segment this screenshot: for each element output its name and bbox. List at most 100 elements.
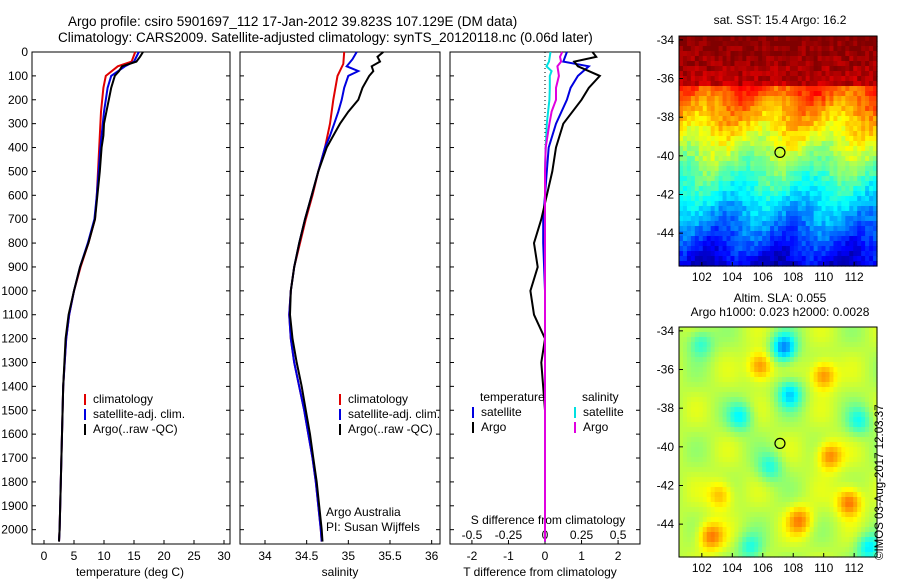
sst-cell (805, 146, 811, 152)
sla-cell (853, 357, 858, 363)
sst-cell (829, 36, 835, 42)
sla-cell (849, 382, 854, 388)
sst-cell (762, 161, 767, 167)
sst-cell (718, 141, 724, 147)
sla-cell (706, 512, 712, 518)
sst-cell (849, 146, 854, 152)
sst-cell (702, 206, 708, 212)
sla-cell (682, 362, 688, 368)
sla-cell (722, 537, 728, 543)
sst-cell (793, 66, 799, 72)
sla-cell (817, 472, 823, 478)
sst-cell (789, 151, 795, 157)
sla-cell (738, 502, 743, 508)
sla-cell (821, 482, 827, 488)
sst-cell (778, 136, 783, 142)
sst-cell (809, 76, 815, 82)
sla-cell (698, 542, 704, 548)
sst-cell (730, 41, 736, 47)
sst-cell (873, 66, 878, 72)
sla-cell (869, 472, 874, 478)
sst-cell (738, 196, 743, 202)
sla-cell (853, 397, 858, 403)
sst-cell (841, 111, 846, 117)
sla-cell (690, 542, 696, 548)
sst-cell (849, 111, 854, 117)
sla-cell (813, 432, 819, 438)
sla-cell (809, 547, 815, 553)
sla-cell (865, 327, 870, 333)
sla-cell (730, 507, 736, 513)
sst-cell (869, 101, 874, 107)
sla-cell (730, 482, 736, 488)
sla-cell (778, 352, 783, 358)
sla-cell (857, 457, 862, 463)
sla-cell (758, 497, 763, 503)
sla-cell (785, 382, 791, 388)
sla-cell (849, 542, 854, 548)
sla-cell (785, 482, 791, 488)
sst-cell (861, 256, 866, 262)
sst-cell (738, 246, 743, 252)
sla-cell (774, 377, 779, 383)
sla-cell (718, 527, 724, 533)
sst-cell (738, 166, 743, 172)
sla-cell (805, 477, 811, 483)
sst-cell (750, 121, 755, 127)
sla-cell (702, 417, 708, 423)
sla-cell (758, 397, 763, 403)
sst-cell (841, 261, 846, 267)
sla-cell (706, 497, 712, 503)
sst-cell (841, 146, 846, 152)
sst-cell (853, 196, 858, 202)
sst-cell (829, 216, 835, 222)
sst-cell (698, 96, 704, 102)
sst-cell (730, 36, 736, 42)
sst-cell (718, 211, 724, 217)
sst-cell (857, 81, 862, 87)
sla-cell (682, 497, 688, 503)
sla-cell (837, 412, 842, 418)
depth-tick-label: 1600 (1, 427, 28, 441)
sla-cell (841, 397, 846, 403)
sst-cell (762, 166, 767, 172)
sst-cell (869, 216, 874, 222)
sst-cell (845, 106, 850, 112)
sst-cell (726, 61, 732, 67)
sst-cell (750, 176, 755, 182)
sst-cell (857, 196, 862, 202)
sla-cell (845, 412, 850, 418)
sla-cell (809, 537, 815, 543)
sst-cell (750, 241, 755, 247)
sla-cell (821, 387, 827, 393)
sla-cell (817, 407, 823, 413)
sst-cell (853, 251, 858, 257)
sst-cell (722, 236, 728, 242)
sst-cell (873, 181, 878, 187)
sla-cell (797, 372, 803, 378)
sst-cell (726, 176, 732, 182)
sst-cell (734, 146, 739, 152)
sst-cell (829, 241, 835, 247)
sst-cell (853, 166, 858, 172)
sst-cell (754, 166, 759, 172)
sla-cell (789, 507, 795, 513)
sla-cell (702, 352, 708, 358)
sla-cell (825, 357, 831, 363)
sst-cell (702, 91, 708, 97)
sst-cell (762, 151, 767, 157)
sst-cell (754, 211, 759, 217)
lon-tick-label: 102 (692, 270, 712, 284)
sla-cell (841, 522, 846, 528)
sst-cell (861, 71, 866, 77)
sst-cell (754, 141, 759, 147)
sst-cell (785, 196, 791, 202)
sst-cell (778, 66, 783, 72)
sst-cell (801, 36, 807, 42)
sla-cell (702, 447, 708, 453)
sst-cell (722, 171, 728, 177)
sla-cell (710, 427, 716, 433)
sla-cell (801, 402, 807, 408)
sst-cell (682, 141, 688, 147)
sla-cell (809, 497, 815, 503)
